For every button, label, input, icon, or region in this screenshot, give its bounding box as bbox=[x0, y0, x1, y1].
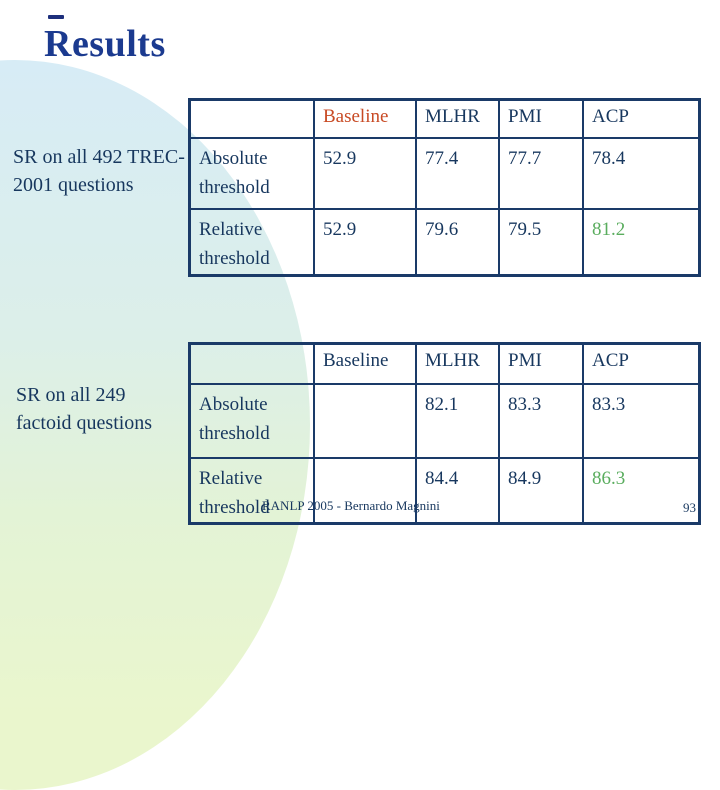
value-cell: 52.9 bbox=[313, 137, 415, 208]
value-cell bbox=[313, 383, 415, 457]
column-header-baseline: Baseline bbox=[313, 101, 415, 137]
value-cell: 77.7 bbox=[498, 137, 582, 208]
best-value-cell: 81.2 bbox=[582, 208, 698, 274]
slide-page-number: 93 bbox=[683, 500, 696, 515]
value-cell: 84.9 bbox=[498, 457, 582, 522]
value-cell: 83.3 bbox=[582, 383, 698, 457]
column-header-mlhr: MLHR bbox=[415, 101, 498, 137]
column-header-acp: ACP bbox=[582, 345, 698, 383]
row-label-absolute-threshold: Absolute threshold bbox=[191, 137, 313, 208]
column-header-pmi: PMI bbox=[498, 101, 582, 137]
row-label-relative-threshold: Relative threshold bbox=[191, 457, 313, 522]
table-1-caption: SR on all 492 TREC-2001 questions bbox=[13, 146, 185, 196]
value-cell bbox=[313, 457, 415, 522]
column-header-acp: ACP bbox=[582, 101, 698, 137]
corner-cell bbox=[191, 345, 313, 383]
column-header-mlhr: MLHR bbox=[415, 345, 498, 383]
value-cell: 78.4 bbox=[582, 137, 698, 208]
results-table-trec2001: Baseline MLHR PMI ACP Absolute threshold… bbox=[188, 98, 701, 277]
best-value-cell: 86.3 bbox=[582, 457, 698, 522]
table-2-caption: SR on all 249 factoid questions bbox=[16, 384, 153, 434]
corner-cell bbox=[191, 101, 313, 137]
value-cell: 79.5 bbox=[498, 208, 582, 274]
column-header-pmi: PMI bbox=[498, 345, 582, 383]
value-cell: 82.1 bbox=[415, 383, 498, 457]
value-cell: 84.4 bbox=[415, 457, 498, 522]
value-cell: 79.6 bbox=[415, 208, 498, 274]
footer-credit: RANLP 2005 - Bernardo Magnini bbox=[262, 498, 440, 513]
title-dash-decoration bbox=[48, 15, 64, 19]
page-title: Results bbox=[44, 23, 166, 65]
value-cell: 77.4 bbox=[415, 137, 498, 208]
row-label-absolute-threshold: Absolute threshold bbox=[191, 383, 313, 457]
column-header-baseline: Baseline bbox=[313, 345, 415, 383]
row-label-relative-threshold: Relative threshold bbox=[191, 208, 313, 274]
value-cell: 83.3 bbox=[498, 383, 582, 457]
value-cell: 52.9 bbox=[313, 208, 415, 274]
results-table-factoid: Baseline MLHR PMI ACP Absolute threshold… bbox=[188, 342, 701, 525]
